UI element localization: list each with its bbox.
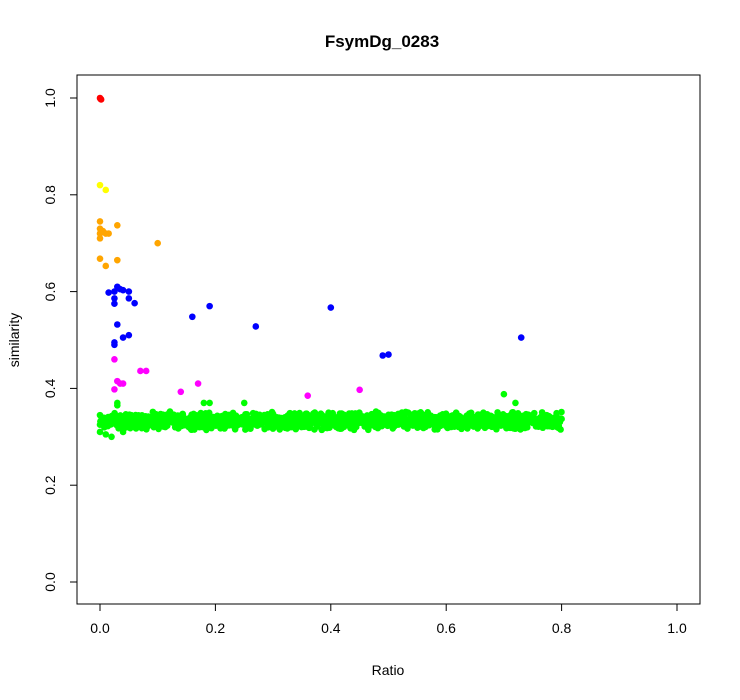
data-point (304, 392, 312, 399)
data-point (500, 390, 508, 398)
data-point (102, 262, 110, 270)
data-point (206, 399, 213, 407)
x-tick-label: 0.0 (90, 620, 110, 636)
data-point (116, 423, 124, 431)
data-point (114, 399, 121, 407)
data-point (96, 218, 104, 225)
band-point (557, 426, 564, 433)
data-point (125, 331, 133, 339)
data-point (356, 386, 363, 394)
y-tick-label: 0.8 (42, 185, 58, 205)
data-point (327, 304, 335, 311)
axes-layer: 0.0 0.0 0.2 0.2 0.4 0.4 0.6 0.6 0.8 0.8 1.0 1.0 (42, 74, 701, 636)
data-point (108, 433, 115, 441)
band-point (558, 408, 565, 416)
y-tick-label: 0.2 (42, 475, 58, 495)
x-tick-label: 0.2 (206, 620, 226, 636)
data-point (125, 295, 133, 302)
data-point (379, 352, 387, 359)
chart-title: FsymDg_0283 (325, 32, 439, 51)
x-tick-label: 0.8 (552, 620, 572, 636)
data-point (102, 186, 110, 194)
data-point (96, 428, 104, 436)
data-point (131, 299, 138, 307)
data-point (111, 411, 118, 419)
data-point (116, 380, 124, 387)
band-point (523, 424, 531, 431)
data-point (125, 288, 133, 295)
data-point (200, 399, 208, 407)
points-layer (96, 94, 565, 441)
data-point (96, 421, 104, 429)
data-point (137, 367, 144, 375)
x-tick-label: 0.6 (436, 620, 456, 636)
data-point (114, 321, 121, 328)
data-point (252, 323, 260, 330)
band-point (243, 410, 251, 418)
x-tick-label: 1.0 (667, 620, 687, 636)
data-point (119, 428, 127, 436)
data-point (111, 295, 118, 302)
data-point (96, 181, 104, 189)
data-point (97, 96, 105, 103)
data-point (114, 256, 121, 264)
data-point (102, 431, 110, 438)
y-axis-title: similarity (6, 313, 22, 367)
data-point (96, 235, 104, 242)
plot-frame (76, 74, 701, 605)
y-tick-label: 0.4 (42, 378, 58, 398)
y-tick-label: 1.0 (42, 88, 58, 108)
data-point (105, 289, 112, 296)
band-point (191, 426, 198, 433)
data-point (114, 221, 121, 229)
data-point (111, 300, 118, 308)
data-point (142, 367, 150, 375)
data-point (119, 286, 127, 294)
data-point (177, 388, 185, 396)
data-point (189, 313, 196, 321)
data-point (119, 334, 127, 341)
data-point (194, 380, 202, 387)
data-point (111, 356, 118, 363)
data-point (111, 386, 118, 393)
data-point (111, 288, 118, 295)
x-axis-title: Ratio (372, 662, 405, 678)
y-tick-label: 0.0 (42, 572, 58, 592)
x-tick-label: 0.4 (321, 620, 341, 636)
band-point (296, 409, 303, 417)
y-tick-label: 0.6 (42, 282, 58, 302)
data-point (517, 334, 525, 341)
data-point (96, 255, 104, 262)
data-point (206, 302, 213, 310)
data-point (154, 239, 161, 247)
data-point (240, 399, 248, 407)
data-point (105, 230, 112, 237)
data-point (512, 399, 519, 407)
band-point (437, 422, 444, 430)
data-point (111, 341, 118, 349)
band-point (558, 415, 565, 423)
data-point (385, 351, 392, 358)
